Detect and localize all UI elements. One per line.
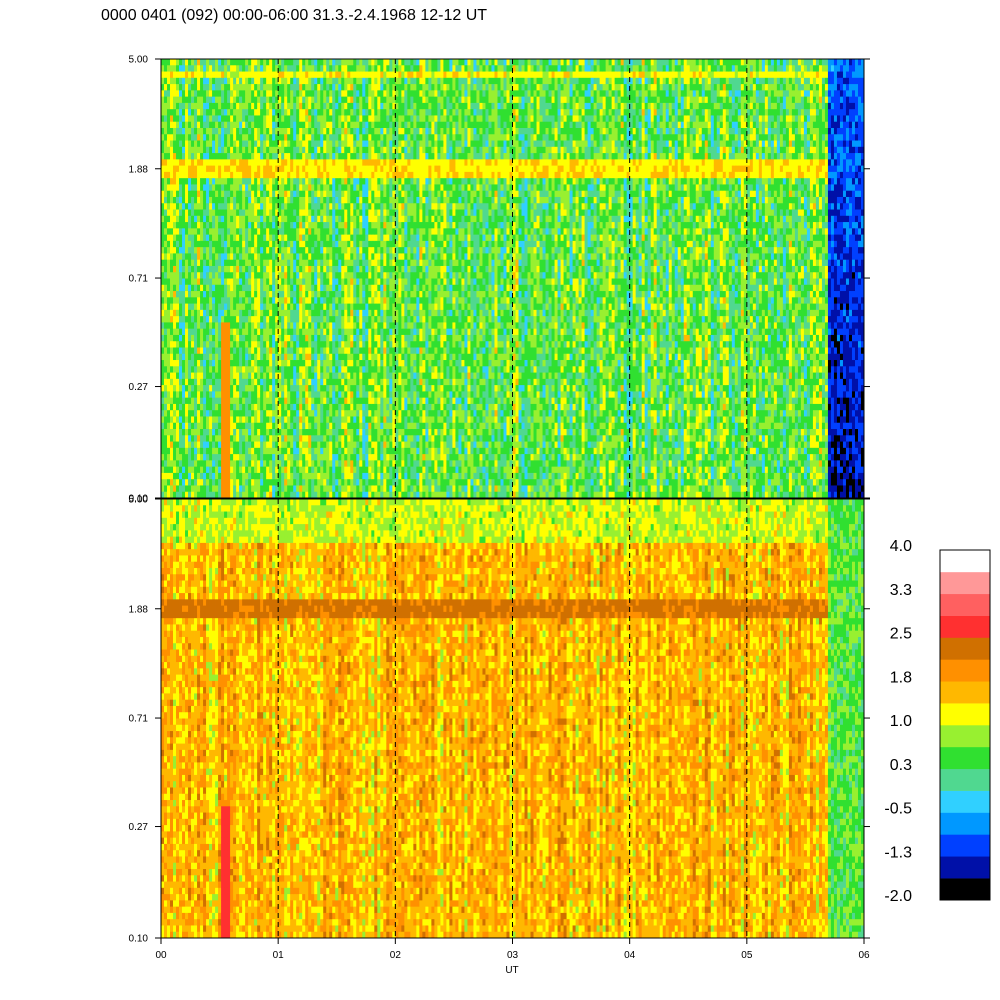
colorbar-swatch: [940, 637, 990, 660]
lower-panel: 5.00 1.88 0.71 0.27 0.10: [129, 495, 870, 945]
y-tick-label: 1.88: [129, 164, 149, 175]
colorbar-swatch: [940, 812, 990, 835]
colorbar-swatch: [940, 681, 990, 704]
heatmap-cells: [161, 59, 865, 499]
colorbar-swatch: [940, 768, 990, 791]
y-tick-label: 0.71: [129, 274, 149, 285]
x-tick-label: 03: [507, 950, 519, 961]
colorbar-label: 1.8: [890, 669, 912, 686]
x-axis-label: UT: [505, 965, 518, 976]
colorbar-label: -1.3: [884, 844, 912, 861]
y-tick-label: 5.00: [129, 55, 149, 66]
y-tick-label: 0.71: [129, 714, 149, 725]
colorbar-swatch: [940, 834, 990, 857]
colorbar-swatch: [940, 550, 990, 573]
y-tick-label: 0.10: [129, 494, 149, 505]
colorbar-swatch: [940, 746, 990, 770]
colorbar-label: 1.0: [890, 713, 912, 730]
y-tick-label: 0.27: [129, 822, 149, 833]
x-axis: UT 00 01 02 03 04 05 06: [155, 938, 870, 976]
colorbar-swatch: [940, 659, 990, 682]
colorbar-swatch: [940, 878, 990, 901]
colorbar-label: -2.0: [884, 888, 912, 905]
colorbar-swatch: [940, 571, 990, 595]
colorbar-frame: [939, 549, 991, 901]
colorbar-swatch: [940, 725, 990, 748]
x-tick-label: 05: [741, 950, 753, 961]
colorbar-label: -0.5: [884, 801, 912, 818]
y-tick-label: 5.00: [129, 495, 149, 506]
y-tick-label: 0.10: [129, 934, 149, 945]
y-tick-label: 1.88: [129, 604, 149, 615]
x-tick-label: 02: [390, 950, 402, 961]
figure-title: 0000 0401 (092) 00:00-06:00 31.3.-2.4.19…: [101, 7, 487, 24]
colorbar-label: 0.3: [890, 757, 912, 774]
colorbar-swatch: [940, 615, 990, 638]
x-tick-label: 01: [273, 950, 285, 961]
x-tick-label: 00: [155, 950, 167, 961]
x-tick-label: 06: [858, 950, 870, 961]
colorbar-swatch: [940, 856, 990, 879]
colorbar-swatch: [940, 593, 990, 616]
colorbar-swatch: [940, 703, 990, 726]
y-tick-label: 0.27: [129, 382, 149, 393]
colorbar: 4.0 3.3 2.5 1.8 1.0 0.3 -0.5 -1.3 -2.0: [884, 538, 991, 905]
colorbar-label: 2.5: [890, 626, 912, 643]
upper-panel: 5.00 1.88 0.71 0.27 0.10: [129, 55, 870, 505]
colorbar-label: 4.0: [890, 538, 912, 555]
colorbar-label: 3.3: [890, 582, 912, 599]
colorbar-swatch: [940, 790, 990, 813]
x-tick-label: 04: [624, 950, 636, 961]
heatmap-cells: [161, 499, 865, 939]
